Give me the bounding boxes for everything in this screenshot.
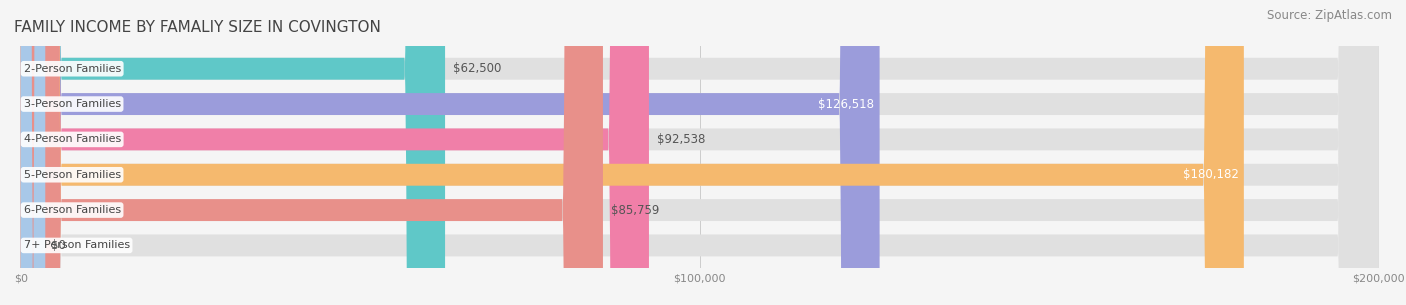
- Text: $0: $0: [51, 239, 66, 252]
- FancyBboxPatch shape: [21, 0, 1244, 305]
- Text: $85,759: $85,759: [612, 203, 659, 217]
- Text: FAMILY INCOME BY FAMALIY SIZE IN COVINGTON: FAMILY INCOME BY FAMALIY SIZE IN COVINGT…: [14, 20, 381, 35]
- Text: 7+ Person Families: 7+ Person Families: [24, 240, 129, 250]
- Text: 2-Person Families: 2-Person Families: [24, 64, 121, 74]
- Text: 6-Person Families: 6-Person Families: [24, 205, 121, 215]
- FancyBboxPatch shape: [21, 0, 880, 305]
- Text: $180,182: $180,182: [1182, 168, 1239, 181]
- FancyBboxPatch shape: [21, 0, 1378, 305]
- FancyBboxPatch shape: [21, 0, 1378, 305]
- FancyBboxPatch shape: [21, 0, 1378, 305]
- FancyBboxPatch shape: [21, 0, 1378, 305]
- Text: $62,500: $62,500: [453, 62, 502, 75]
- Text: $92,538: $92,538: [657, 133, 706, 146]
- FancyBboxPatch shape: [21, 0, 603, 305]
- Text: $126,518: $126,518: [818, 98, 875, 111]
- Text: 4-Person Families: 4-Person Families: [24, 135, 121, 144]
- FancyBboxPatch shape: [21, 0, 1378, 305]
- FancyBboxPatch shape: [21, 0, 446, 305]
- Text: Source: ZipAtlas.com: Source: ZipAtlas.com: [1267, 9, 1392, 22]
- Text: 5-Person Families: 5-Person Families: [24, 170, 121, 180]
- FancyBboxPatch shape: [21, 0, 1378, 305]
- FancyBboxPatch shape: [21, 0, 650, 305]
- Text: 3-Person Families: 3-Person Families: [24, 99, 121, 109]
- FancyBboxPatch shape: [21, 0, 45, 305]
